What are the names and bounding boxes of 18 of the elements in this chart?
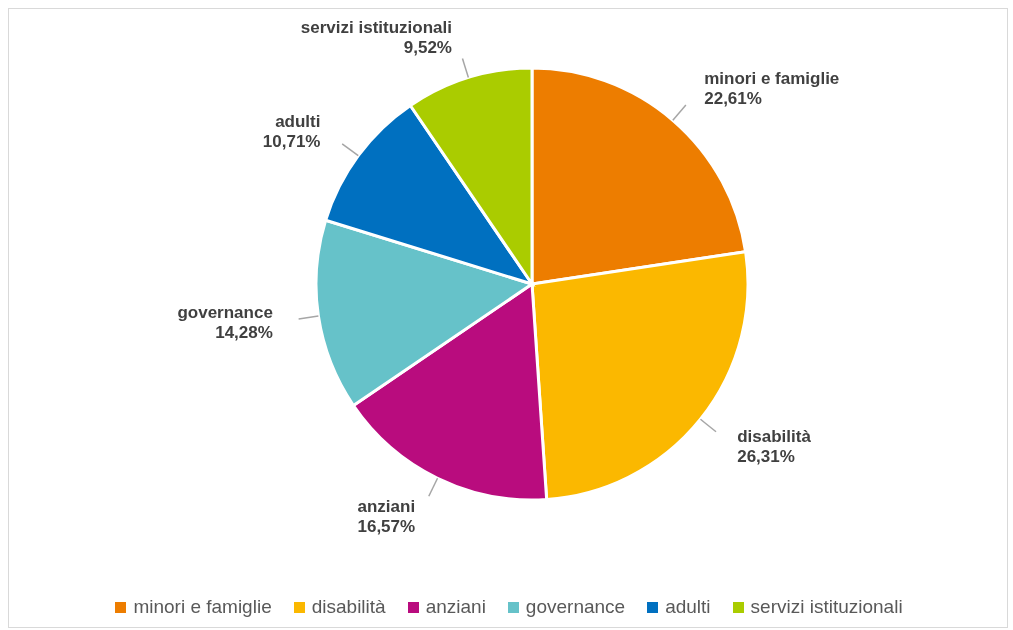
data-label: 9,52% [403,38,452,58]
legend-label: minori e famiglie [132,596,272,618]
legend-label: adulti [664,596,711,618]
data-label: 22,61% [704,89,762,109]
data-label: 14,28% [215,323,273,343]
slice-label: servizi istituzionali [300,18,452,38]
legend-label: disabilità [310,596,386,618]
data-label: 26,31% [737,446,795,466]
legend-label: governance [524,596,626,618]
data-label: 16,57% [357,517,416,537]
data-label: 10,71% [262,131,321,151]
legend-label: servizi istituzionali [749,596,903,618]
slice-label: disabilità [737,426,812,446]
legend-label: anziani [424,596,486,618]
slice-label: governance [177,303,273,323]
slice-label: anziani [357,497,416,517]
slice-label: adulti [275,111,321,131]
slice-label: minori e famiglie [704,69,840,89]
